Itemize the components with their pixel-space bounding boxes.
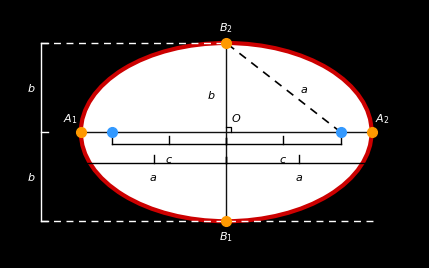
Text: $A_1$: $A_1$ <box>63 112 77 125</box>
Text: $c$: $c$ <box>279 155 287 165</box>
Text: $a$: $a$ <box>295 173 303 183</box>
Text: $F_2$: $F_2$ <box>334 107 347 121</box>
Text: $c$: $c$ <box>165 155 173 165</box>
Text: $B_2$: $B_2$ <box>219 21 233 35</box>
Ellipse shape <box>81 43 372 221</box>
Text: $O$: $O$ <box>231 112 241 124</box>
Text: $b$: $b$ <box>27 81 36 94</box>
Text: $a$: $a$ <box>149 173 157 183</box>
Text: $a$: $a$ <box>300 85 308 95</box>
Text: $A_2$: $A_2$ <box>375 112 390 125</box>
Text: $F_1$: $F_1$ <box>106 107 118 121</box>
Text: $b$: $b$ <box>27 171 36 183</box>
Text: $b$: $b$ <box>207 89 216 101</box>
Text: $B_1$: $B_1$ <box>219 230 233 244</box>
